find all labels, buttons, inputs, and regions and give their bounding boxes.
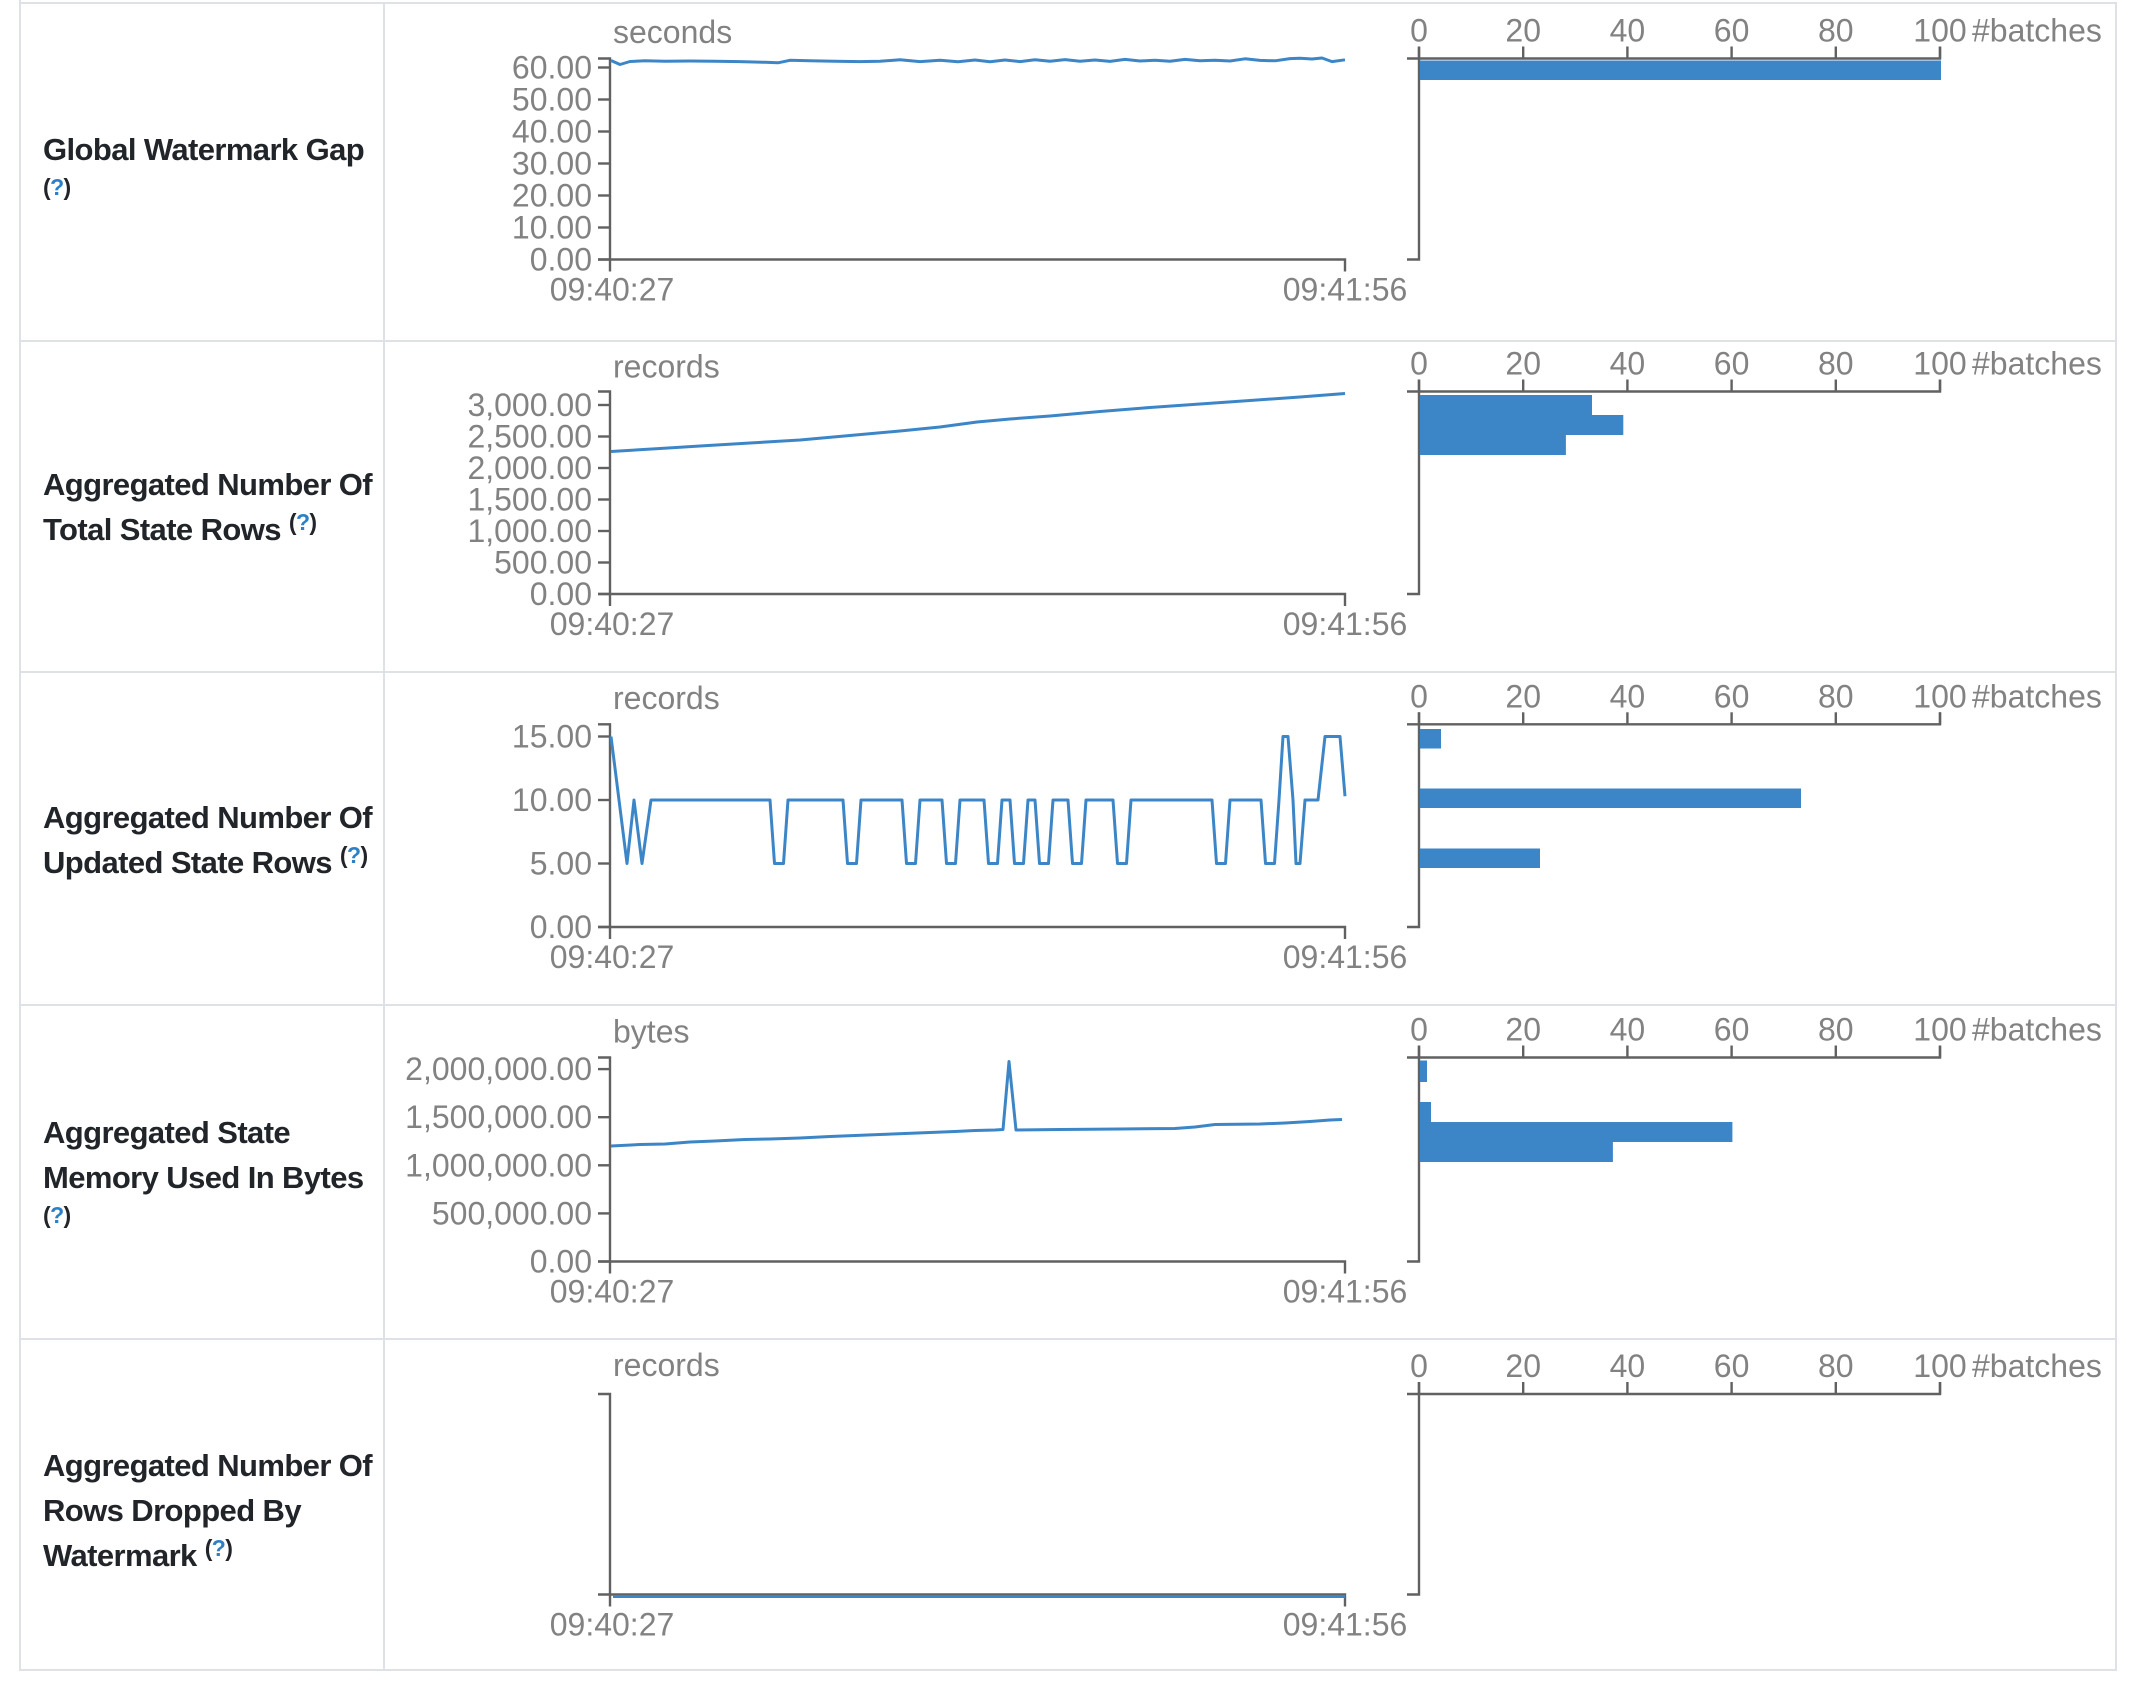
svg-text:records: records xyxy=(613,680,720,716)
svg-text:60.00: 60.00 xyxy=(512,50,592,86)
svg-text:1,000.00: 1,000.00 xyxy=(467,513,592,549)
svg-text:09:40:27: 09:40:27 xyxy=(550,1607,675,1643)
svg-text:40: 40 xyxy=(1610,346,1646,382)
svg-text:09:41:56: 09:41:56 xyxy=(1283,1607,1408,1643)
svg-text:2,000,000.00: 2,000,000.00 xyxy=(405,1051,592,1087)
svg-text:5.00: 5.00 xyxy=(530,846,592,882)
svg-text:500,000.00: 500,000.00 xyxy=(432,1195,592,1231)
svg-text:0.00: 0.00 xyxy=(530,909,592,945)
svg-text:09:40:27: 09:40:27 xyxy=(550,606,675,642)
svg-text:60: 60 xyxy=(1714,1012,1750,1048)
svg-text:10.00: 10.00 xyxy=(512,782,592,818)
svg-text:60: 60 xyxy=(1714,678,1750,714)
svg-text:1,000,000.00: 1,000,000.00 xyxy=(405,1147,592,1183)
svg-text:50.00: 50.00 xyxy=(512,82,592,118)
svg-text:09:41:56: 09:41:56 xyxy=(1283,1274,1408,1310)
svg-text:100: 100 xyxy=(1913,678,1966,714)
svg-text:09:40:27: 09:40:27 xyxy=(550,939,675,975)
svg-text:#batches: #batches xyxy=(1972,13,2102,49)
svg-text:80: 80 xyxy=(1818,346,1854,382)
svg-text:2,500.00: 2,500.00 xyxy=(467,419,592,455)
svg-text:0.00: 0.00 xyxy=(530,576,592,612)
svg-text:0: 0 xyxy=(1410,1348,1428,1384)
svg-text:20: 20 xyxy=(1505,1012,1541,1048)
svg-text:09:41:56: 09:41:56 xyxy=(1283,606,1408,642)
svg-text:500.00: 500.00 xyxy=(494,545,592,581)
svg-text:0: 0 xyxy=(1410,346,1428,382)
svg-text:40: 40 xyxy=(1610,678,1646,714)
svg-text:09:40:27: 09:40:27 xyxy=(550,1274,675,1310)
svg-text:100: 100 xyxy=(1913,1012,1966,1048)
svg-text:15.00: 15.00 xyxy=(512,719,592,755)
svg-text:20: 20 xyxy=(1505,346,1541,382)
svg-text:20: 20 xyxy=(1505,13,1541,49)
svg-text:0: 0 xyxy=(1410,678,1428,714)
svg-text:records: records xyxy=(613,349,720,385)
svg-text:bytes: bytes xyxy=(613,1014,689,1050)
svg-text:3,000.00: 3,000.00 xyxy=(467,387,592,423)
svg-text:seconds: seconds xyxy=(613,14,732,50)
svg-text:20: 20 xyxy=(1505,678,1541,714)
svg-text:2,000.00: 2,000.00 xyxy=(467,450,592,486)
svg-text:#batches: #batches xyxy=(1972,346,2102,382)
svg-text:20: 20 xyxy=(1505,1348,1541,1384)
svg-text:100: 100 xyxy=(1913,1348,1966,1384)
svg-text:10.00: 10.00 xyxy=(512,210,592,246)
svg-text:0: 0 xyxy=(1410,1012,1428,1048)
svg-text:60: 60 xyxy=(1714,13,1750,49)
svg-text:0.00: 0.00 xyxy=(530,1244,592,1280)
svg-text:#batches: #batches xyxy=(1972,678,2102,714)
svg-text:80: 80 xyxy=(1818,13,1854,49)
svg-text:40: 40 xyxy=(1610,1012,1646,1048)
svg-text:80: 80 xyxy=(1818,678,1854,714)
svg-text:40: 40 xyxy=(1610,13,1646,49)
svg-text:09:40:27: 09:40:27 xyxy=(550,272,675,308)
svg-text:40.00: 40.00 xyxy=(512,114,592,150)
svg-text:60: 60 xyxy=(1714,1348,1750,1384)
svg-text:1,500.00: 1,500.00 xyxy=(467,482,592,518)
svg-text:20.00: 20.00 xyxy=(512,178,592,214)
svg-text:40: 40 xyxy=(1610,1348,1646,1384)
svg-text:0.00: 0.00 xyxy=(530,242,592,278)
svg-text:09:41:56: 09:41:56 xyxy=(1283,272,1408,308)
svg-text:records: records xyxy=(613,1347,720,1383)
svg-text:80: 80 xyxy=(1818,1348,1854,1384)
svg-text:100: 100 xyxy=(1913,346,1966,382)
svg-text:0: 0 xyxy=(1410,13,1428,49)
svg-text:#batches: #batches xyxy=(1972,1348,2102,1384)
svg-text:60: 60 xyxy=(1714,346,1750,382)
svg-text:#batches: #batches xyxy=(1972,1012,2102,1048)
svg-text:80: 80 xyxy=(1818,1012,1854,1048)
svg-text:1,500,000.00: 1,500,000.00 xyxy=(405,1099,592,1135)
svg-text:100: 100 xyxy=(1913,13,1966,49)
svg-text:09:41:56: 09:41:56 xyxy=(1283,939,1408,975)
svg-text:30.00: 30.00 xyxy=(512,146,592,182)
